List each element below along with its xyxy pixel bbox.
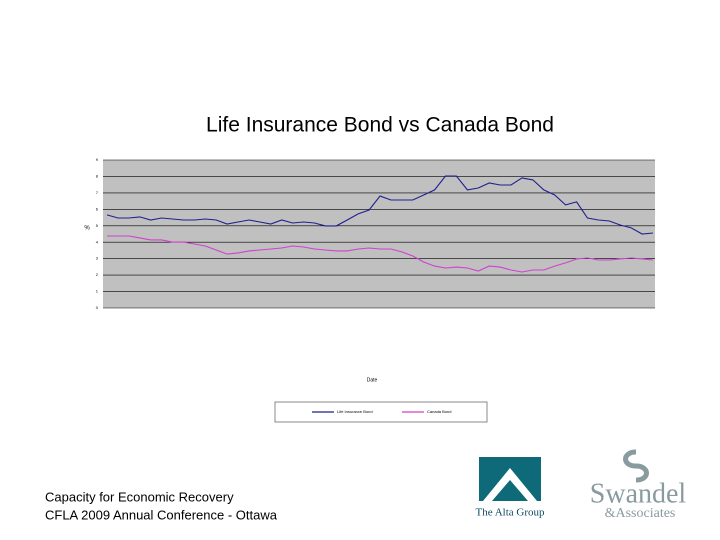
- y-tick-label: 9: [96, 157, 99, 162]
- swandel-logo-text: Swandel: [590, 478, 687, 509]
- y-tick-label: 6: [96, 206, 99, 211]
- y-axis-label: %: [84, 226, 90, 232]
- legend-label: Life Insurance Bond: [337, 409, 373, 414]
- legend-box: [274, 401, 488, 423]
- footer-line: CFLA 2009 Annual Conference - Ottawa: [45, 507, 278, 522]
- alta-logo-peak: [492, 480, 528, 501]
- y-tick-label: 3: [96, 256, 99, 261]
- x-axis-label: Date: [367, 377, 378, 383]
- y-tick-label: 4: [96, 239, 99, 244]
- series-line: [107, 235, 654, 273]
- y-tick-label: 0: [96, 305, 99, 310]
- swandel-logo-mark: [623, 449, 649, 483]
- swandel-logo-subtext: &Associates: [605, 506, 676, 521]
- chart-title: Life Insurance Bond vs Canada Bond: [206, 114, 554, 137]
- series-line: [106, 175, 654, 235]
- y-tick-label: 1: [96, 289, 99, 294]
- legend-label: Canada Bond: [427, 409, 451, 414]
- y-tick-label: 2: [96, 272, 99, 277]
- y-tick-label: 7: [96, 190, 99, 195]
- y-tick-label: 8: [96, 174, 99, 179]
- alta-logo-text: The Alta Group: [475, 507, 545, 519]
- y-tick-label: 5: [96, 223, 99, 228]
- plot-area: [103, 160, 655, 308]
- footer-line: Capacity for Economic Recovery: [45, 489, 234, 504]
